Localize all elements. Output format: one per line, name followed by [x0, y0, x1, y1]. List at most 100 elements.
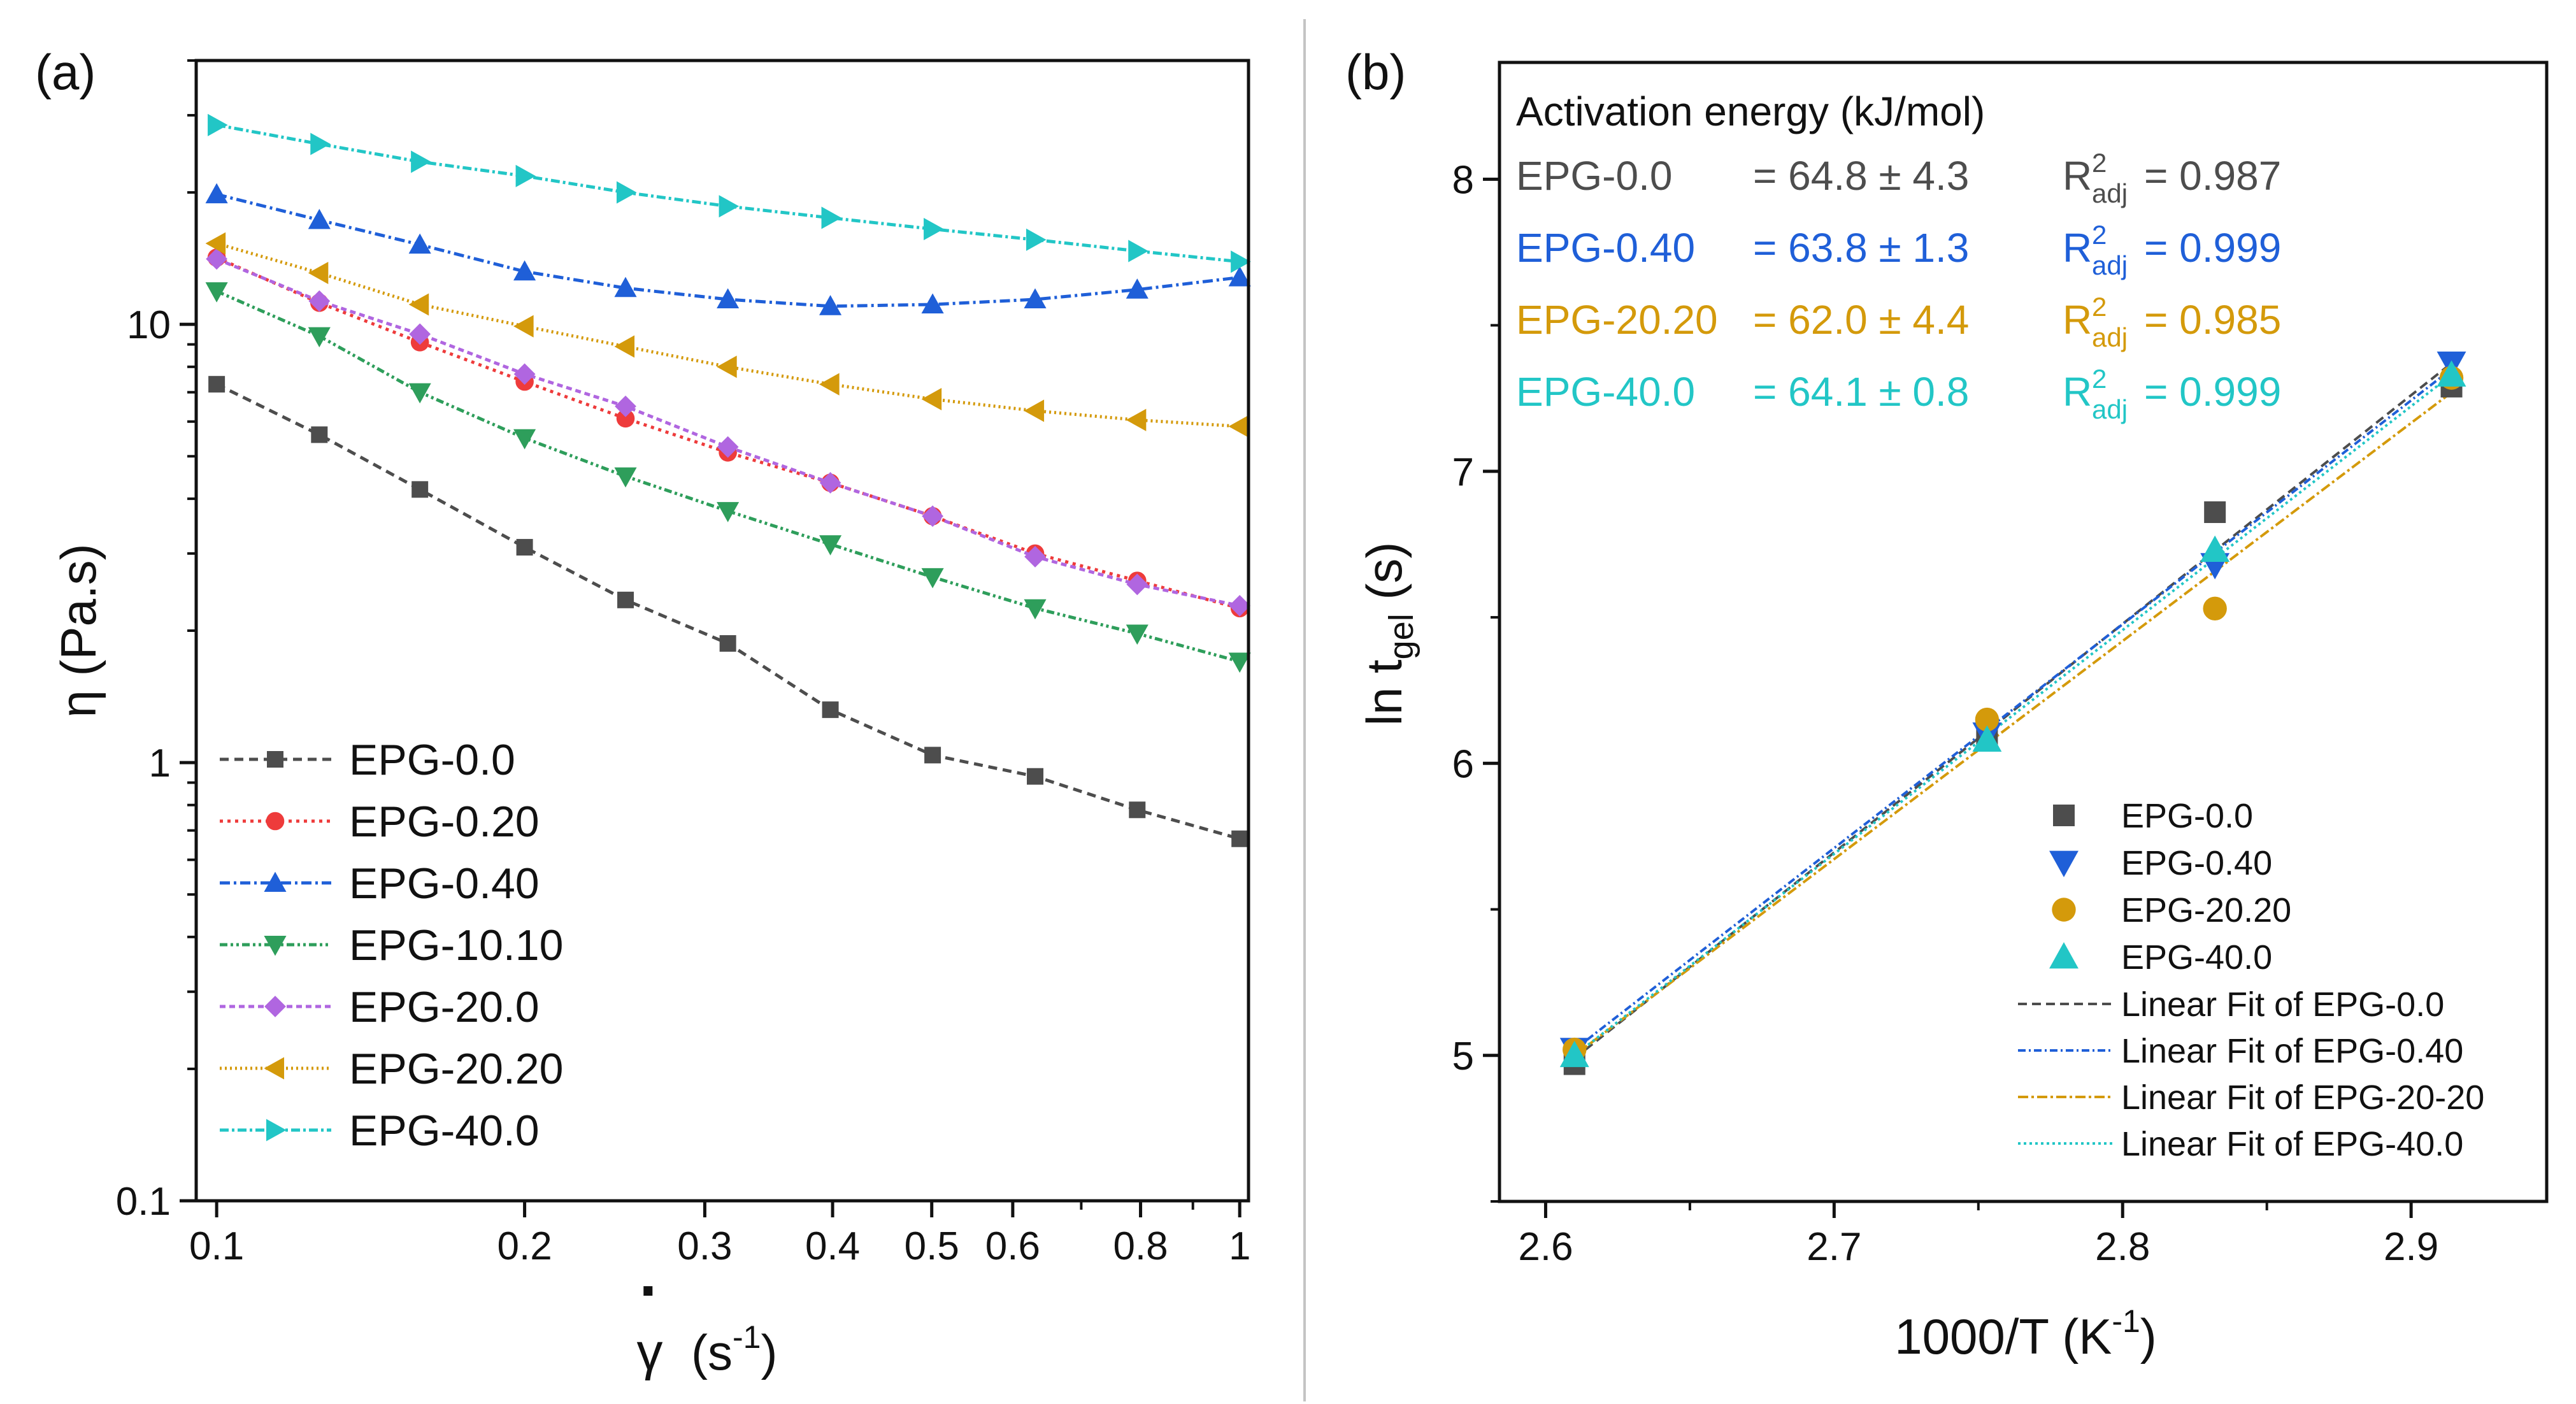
x-tick-label-2-8: 2.8	[2095, 1225, 2150, 1269]
point-epg-0-40-10	[1228, 266, 1251, 287]
point-epg-0-0-7	[924, 747, 941, 764]
legend-fit-epg-0-40: Linear Fit of EPG-0.40	[2018, 1032, 2463, 1070]
y-tick-label-10: 10	[127, 303, 171, 347]
x-tick-label-0-4: 0.4	[805, 1224, 860, 1268]
panel-b-y-axis-title: ln tgel (s)	[1356, 542, 1420, 726]
line-epg-20-0	[216, 257, 1240, 608]
legend-marker	[266, 812, 285, 831]
point-epg-20-0-8	[1024, 545, 1046, 568]
point-epg-10-10-2	[408, 383, 431, 404]
x-axis-unit-open: (s	[691, 1324, 733, 1380]
point-epg-20-20-9	[1126, 408, 1147, 431]
legend-item-epg-40-0: EPG-40.0	[2049, 938, 2272, 977]
line-epg-20-20	[216, 241, 1240, 428]
legend-label: EPG-0.0	[2121, 797, 2253, 835]
panel-a-y-axis-title: η (Pa.s)	[50, 543, 106, 717]
point-epg-0-40-8	[1024, 288, 1047, 309]
legend-fit-epg-0-0: Linear Fit of EPG-0.0	[2018, 985, 2444, 1024]
x-tick-label-0-2: 0.2	[497, 1224, 552, 1268]
legend-label: EPG-40.0	[2121, 938, 2272, 977]
point-epg-20-0-4	[615, 395, 636, 417]
panel-b-axes: 2.6 2.7 2.8 2.9 5 6 7 8	[1452, 158, 2439, 1269]
legend-marker	[2049, 850, 2079, 877]
legend-item-epg-0-0: EPG-0.0	[220, 736, 515, 784]
point-epg-40-0-3	[515, 164, 536, 187]
annotation-r-label: R	[2063, 297, 2092, 343]
annotation-energy-value: = 64.8 ± 4.3	[1753, 153, 1969, 199]
x-tick-label-2-7: 2.7	[1807, 1225, 1861, 1269]
annotation-energy-value: = 62.0 ± 4.4	[1753, 297, 1969, 343]
point-epg-10-10-7	[921, 568, 944, 589]
fit-line-epg-20-20	[1573, 391, 2452, 1057]
point-epg-20-20-5	[717, 355, 737, 378]
legend-label: EPG-10.10	[349, 921, 563, 970]
series-epg-20-20	[205, 232, 1249, 438]
annotation-energy-value: = 63.8 ± 1.3	[1753, 225, 1969, 271]
legend-label: EPG-0.40	[2121, 844, 2272, 882]
point-epg-0-0-10	[1231, 830, 1249, 847]
point-epg-20-20-2	[408, 293, 429, 316]
series-epg-0-40	[205, 183, 1251, 315]
x-tick-label-0-6: 0.6	[985, 1224, 1040, 1268]
annotation-sample-name: EPG-0.40	[1516, 225, 1695, 271]
point-epg-10-10-10	[1228, 652, 1251, 673]
point-epg-10-10-0	[205, 282, 228, 303]
annotation-r-label: R	[2063, 369, 2092, 415]
point-epg-20-20-2	[2203, 596, 2227, 621]
line-epg-0-40	[216, 192, 1240, 308]
y-axis-unit: (s)	[1356, 542, 1412, 614]
annotation-r-value: = 0.999	[2144, 369, 2281, 415]
legend-label: EPG-20.20	[349, 1045, 563, 1093]
panel-a-axes: 0.1 0.2 0.3 0.4 0.5 0.6 0.8 1 0.1 1 10	[116, 59, 1250, 1268]
line-epg-40-0	[216, 123, 1240, 264]
annotation-r-sup: 2	[2092, 364, 2107, 394]
x-tick-label-0-1: 0.1	[189, 1224, 244, 1268]
legend-label: EPG-40.0	[349, 1107, 540, 1155]
annotation-r-value: = 0.999	[2144, 225, 2281, 271]
point-epg-20-0-3	[513, 363, 536, 385]
legend-marker	[2053, 805, 2075, 826]
y-tick-label-8: 8	[1452, 158, 1474, 202]
legend-marker	[264, 935, 287, 956]
point-epg-20-0-6	[819, 471, 841, 494]
point-epg-20-0-9	[1126, 573, 1148, 596]
x-tick-label-1: 1	[1229, 1224, 1250, 1268]
x-axis-overdot: ·	[639, 1255, 660, 1326]
point-epg-40-0-1	[1972, 725, 2002, 752]
point-epg-20-20-0	[205, 232, 226, 255]
point-epg-10-10-8	[1024, 599, 1047, 620]
fit-line-epg-40-0	[1573, 373, 2452, 1057]
annotation-sample-name: EPG-40.0	[1516, 369, 1695, 415]
point-epg-20-0-0	[206, 248, 228, 270]
point-epg-10-10-6	[819, 535, 842, 555]
panel-a: (a) 0.1 0.2 0.3 0.4 0.5 0.6 0.8 1 0.1 1 10 η (Pa.s…	[35, 44, 1251, 1381]
legend-marker	[266, 1119, 287, 1142]
point-epg-20-20-4	[614, 335, 635, 358]
annotation-r-sub: adj	[2092, 322, 2128, 352]
point-epg-10-10-1	[308, 327, 331, 348]
series-epg-0-0	[208, 376, 1249, 847]
x-axis-unit-sup: -1	[733, 1319, 761, 1355]
point-epg-20-20-1	[308, 261, 329, 285]
y-tick-label-1: 1	[149, 741, 171, 785]
legend-marker	[264, 871, 287, 892]
point-epg-20-0-10	[1229, 594, 1251, 617]
legend-fit-label: Linear Fit of EPG-0.0	[2121, 985, 2444, 1024]
legend-label: EPG-0.0	[349, 736, 515, 784]
panel-b-x-axis-title: 1000/T (K-1)	[1894, 1303, 2157, 1365]
point-epg-0-0-5	[719, 635, 736, 652]
legend-item-epg-0-20: EPG-0.20	[220, 798, 540, 846]
panel-b-points	[1559, 351, 2466, 1075]
line-epg-10-10	[216, 289, 1240, 663]
point-epg-0-40-6	[819, 295, 842, 315]
series-epg-10-10	[205, 282, 1251, 673]
x-tick-label-2-6: 2.6	[1518, 1225, 1573, 1269]
annotation-r-label: R	[2063, 153, 2092, 199]
point-epg-40-0-3	[2436, 360, 2466, 387]
point-epg-20-20-6	[819, 373, 840, 396]
point-epg-10-10-4	[614, 467, 637, 488]
fit-line-epg-0-40	[1573, 368, 2452, 1051]
